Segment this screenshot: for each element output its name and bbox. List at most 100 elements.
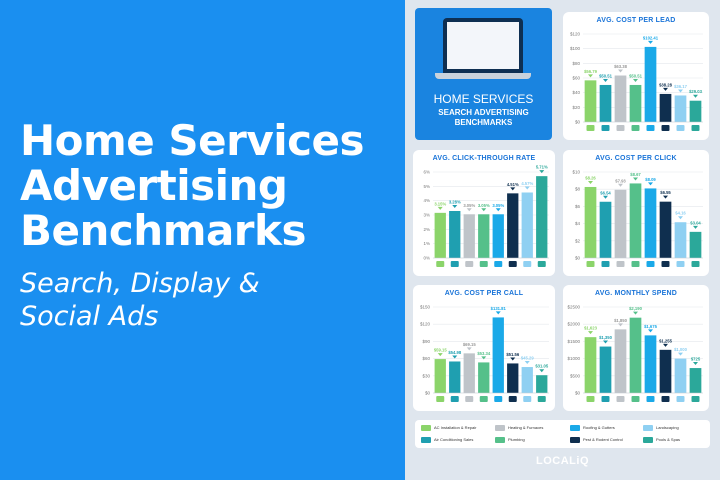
- y-tick-label: $120: [570, 32, 581, 37]
- bar: [521, 367, 533, 393]
- bar: [584, 337, 597, 393]
- bar: [599, 201, 612, 258]
- y-tick-label: $6: [575, 204, 581, 209]
- bar-marker: [452, 204, 458, 208]
- data-label: $63.38: [614, 64, 627, 69]
- bar: [614, 329, 627, 393]
- bar-marker: [678, 216, 683, 220]
- bar-marker: [510, 187, 516, 191]
- data-label: $51.56: [506, 352, 519, 357]
- legend-swatch: [495, 425, 505, 431]
- category-icon: [661, 396, 670, 402]
- data-label: 3.28%: [449, 199, 461, 204]
- chart-panel-monthly-spend: AVG. MONTHLY SPEND $0 $500 $1000 $1500 $2000…: [563, 285, 709, 411]
- category-icon: [479, 396, 488, 402]
- chart-cost-per-lead: $0$20$40$60$80$100$120$56.79$50.51$63.38…: [570, 32, 703, 131]
- y-tick-label: $20: [572, 105, 580, 110]
- category-icon: [586, 396, 595, 402]
- bar: [614, 75, 627, 122]
- category-icon: [691, 396, 700, 402]
- category-icon: [646, 396, 655, 402]
- y-tick-label: $2000: [567, 322, 580, 327]
- data-label: 3.05%: [478, 203, 490, 208]
- page-subtitle: Search, Display & Social Ads: [20, 268, 260, 332]
- data-label: 4.57%: [521, 181, 533, 186]
- infographic: HOME SERVICES SEARCH ADVERTISING BENCHMA…: [405, 0, 720, 480]
- y-tick-label: $4: [575, 221, 581, 226]
- bar-marker: [524, 186, 530, 190]
- category-icon: [631, 396, 640, 402]
- data-label: 3.05%: [463, 203, 475, 208]
- category-icon: [661, 261, 670, 267]
- data-label: $50.51: [629, 73, 642, 78]
- y-tick-label: 4%: [423, 198, 430, 203]
- category-icon: [436, 396, 445, 402]
- chart-panel-cost-per-click: AVG. COST PER CLICK $0 $2 $4 $6 $8 $10 $8.26 $6…: [563, 150, 709, 276]
- bar: [463, 353, 475, 393]
- category-icon: [691, 125, 700, 131]
- bar: [492, 214, 504, 258]
- y-tick-label: 2%: [423, 227, 430, 232]
- bar-marker: [466, 208, 472, 212]
- bar: [689, 100, 702, 122]
- category-icon: [479, 261, 488, 267]
- data-label: 3.05%: [492, 203, 504, 208]
- bar-marker: [618, 323, 623, 327]
- chart-panel-ctr: AVG. CLICK-THROUGH RATE 0% 1% 2% 3% 4% 5% 6% 3.…: [413, 150, 555, 276]
- legend-item: Air Conditioning Sales: [421, 437, 473, 443]
- bar: [434, 359, 446, 393]
- data-label: $8.09: [645, 177, 656, 182]
- bar: [521, 192, 533, 258]
- data-label: $131.81: [491, 306, 507, 311]
- data-label: $1,255: [659, 338, 672, 343]
- laptop-base: [435, 73, 531, 79]
- bar: [536, 176, 548, 258]
- y-tick-label: $8: [575, 187, 581, 192]
- y-tick-label: 1%: [423, 241, 430, 246]
- data-label: $31.05: [535, 364, 548, 369]
- legend-label: Landscaping: [656, 425, 679, 431]
- bar-marker: [648, 40, 653, 44]
- legend-label: Heating & Furnaces: [508, 425, 544, 431]
- data-label: $6.55: [660, 190, 671, 195]
- category-icon: [691, 261, 700, 267]
- bar-marker: [495, 208, 501, 212]
- y-tick-label: $10: [572, 170, 580, 175]
- y-tick-label: $30: [422, 373, 430, 378]
- legend-swatch: [421, 437, 431, 443]
- bar: [599, 346, 612, 393]
- bar-marker: [588, 331, 593, 335]
- bar-marker: [678, 89, 683, 93]
- data-label: 3.15%: [434, 201, 446, 206]
- category-icon: [631, 125, 640, 131]
- category-icon: [450, 261, 459, 267]
- legend-label: Air Conditioning Sales: [434, 437, 474, 443]
- category-icon: [523, 261, 532, 267]
- bar-marker: [452, 355, 458, 359]
- bar-marker: [495, 311, 501, 315]
- bar-marker: [693, 94, 698, 98]
- data-label: $69.15: [463, 342, 476, 347]
- category-icon: [586, 125, 595, 131]
- y-tick-label: $2500: [567, 305, 580, 310]
- bar-marker: [437, 353, 443, 357]
- legend-swatch: [643, 437, 653, 443]
- y-tick-label: $100: [570, 46, 581, 51]
- bar-marker: [618, 69, 623, 73]
- headline: Home Services Advertising Benchmarks Sea…: [20, 118, 410, 333]
- legend: AC Installation & Repair Air Conditionin…: [415, 420, 710, 448]
- legend-item: Pest & Rodent Control: [570, 437, 623, 443]
- category-icon: [616, 125, 625, 131]
- y-tick-label: $150: [420, 305, 431, 310]
- data-label: $1,850: [614, 318, 627, 323]
- y-tick-label: $40: [572, 90, 580, 95]
- y-tick-label: $500: [570, 373, 581, 378]
- data-label: $29.03: [689, 89, 702, 94]
- data-label: $8.26: [585, 175, 596, 180]
- bar-marker: [663, 87, 668, 91]
- data-label: $56.79: [584, 69, 597, 74]
- page-title: Home Services Advertising Benchmarks: [20, 116, 364, 255]
- data-label: $2,190: [629, 306, 642, 311]
- category-icon: [537, 261, 546, 267]
- laptop-icon: [443, 18, 523, 73]
